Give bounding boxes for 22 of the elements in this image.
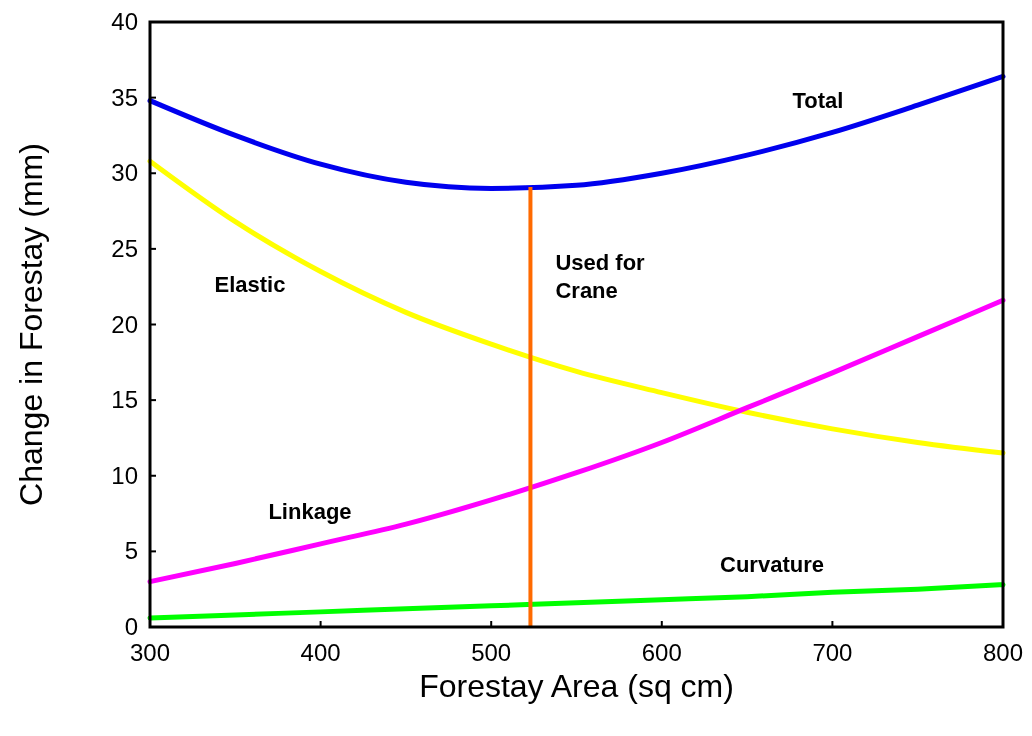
- y-tick-label: 30: [111, 159, 138, 187]
- x-tick-label: 600: [641, 639, 682, 666]
- y-tick-label: 20: [111, 310, 138, 338]
- x-tick-label: 400: [300, 639, 341, 666]
- x-tick-label: 800: [982, 639, 1024, 666]
- series-label: Linkage: [268, 499, 352, 524]
- y-axis-title: Change in Forestay (mm): [13, 143, 49, 506]
- ref-line-label: Used for Crane: [555, 250, 646, 303]
- x-axis-title: Forestay Area (sq cm): [419, 668, 734, 704]
- series-label: Total: [792, 88, 844, 113]
- x-tick-label: 300: [129, 639, 171, 666]
- y-tick-label: 10: [111, 461, 138, 489]
- y-tick-label: 35: [111, 83, 138, 111]
- y-tick-label: 25: [111, 234, 138, 262]
- series-label: Elastic: [214, 272, 286, 297]
- x-tick-label: 500: [471, 639, 512, 666]
- y-tick-label: 40: [111, 8, 138, 35]
- series-label: Curvature: [720, 552, 824, 577]
- y-tick-label: 5: [124, 537, 138, 565]
- y-tick-label: 15: [111, 386, 138, 414]
- y-tick-label: 0: [124, 613, 138, 640]
- x-tick-label: 700: [812, 639, 853, 666]
